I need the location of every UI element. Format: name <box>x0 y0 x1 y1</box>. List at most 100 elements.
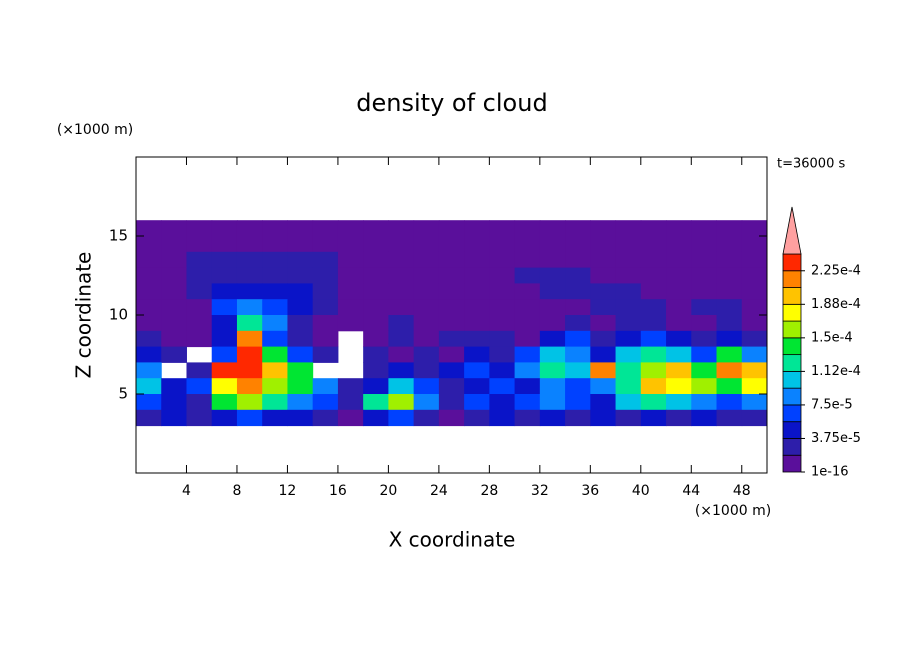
contour-cell <box>262 394 288 411</box>
contour-cell <box>236 346 263 363</box>
contour-cell <box>590 362 617 379</box>
contour-cell <box>287 362 314 379</box>
x-tick-label: 16 <box>329 483 347 499</box>
contour-cell <box>186 220 213 237</box>
contour-cell <box>691 236 718 253</box>
contour-cell <box>161 409 187 427</box>
contour-cell <box>136 299 162 316</box>
contour-cell <box>615 330 642 348</box>
contour-cell <box>388 362 415 379</box>
contour-cell <box>337 251 364 269</box>
contour-cell <box>565 283 591 300</box>
contour-cell <box>590 315 617 332</box>
contour-cell <box>691 267 718 284</box>
contour-cell <box>514 267 541 284</box>
contour-cell <box>691 251 718 269</box>
contour-cell <box>388 409 415 427</box>
contour-cell <box>438 267 465 284</box>
contour-cell <box>489 236 516 253</box>
contour-cell <box>691 220 718 237</box>
contour-cell <box>211 346 238 363</box>
contour-cell <box>691 409 718 427</box>
contour-cell <box>565 251 591 269</box>
contour-cell <box>438 236 465 253</box>
contour-cell <box>464 346 490 363</box>
contour-cell <box>691 299 718 316</box>
colorbar-box <box>782 287 802 305</box>
contour-cell <box>691 346 718 363</box>
contour-cell <box>615 236 642 253</box>
contour-cell <box>539 362 566 379</box>
contour-cell <box>312 220 339 237</box>
contour-cell <box>136 409 162 427</box>
y-tick-label: 15 <box>109 227 128 245</box>
contour-cell <box>489 378 516 395</box>
x-tick-label: 36 <box>581 483 599 499</box>
contour-cell <box>388 346 415 363</box>
contour-cell <box>691 330 718 348</box>
contour-cell <box>287 236 314 253</box>
colorbar-box <box>782 253 802 272</box>
contour-cell <box>539 378 566 395</box>
y-tick-label: 5 <box>118 385 128 403</box>
contour-cell <box>539 267 566 284</box>
contour-cell <box>337 236 364 253</box>
contour-cell <box>136 315 162 332</box>
contour-cell <box>666 330 692 348</box>
x-tick-label: 20 <box>379 483 397 499</box>
contour-cell <box>464 330 490 348</box>
contour-cell <box>565 299 591 316</box>
contour-cell <box>262 220 288 237</box>
contour-cell <box>640 283 667 300</box>
contour-cell <box>363 299 389 316</box>
contour-cell <box>337 283 364 300</box>
contour-cell <box>211 251 238 269</box>
contour-cell <box>539 236 566 253</box>
colorbar-box <box>782 303 802 322</box>
contour-cell <box>565 378 591 395</box>
contour-cell <box>640 299 667 316</box>
contour-cell <box>136 267 162 284</box>
contour-cell <box>388 330 415 348</box>
contour-cell <box>539 220 566 237</box>
contour-cell <box>716 220 743 237</box>
contour-cell <box>615 346 642 363</box>
contour-cell <box>388 378 415 395</box>
contour-cell <box>539 299 566 316</box>
contour-cell <box>741 283 768 300</box>
contour-cell <box>312 394 339 411</box>
contour-cell <box>716 267 743 284</box>
contour-cell <box>464 394 490 411</box>
x-tick-label: 40 <box>632 483 650 499</box>
contour-cell <box>262 378 288 395</box>
contour-cell <box>514 409 541 427</box>
contour-cell <box>741 236 768 253</box>
contour-cell <box>438 362 465 379</box>
contour-cell <box>565 315 591 332</box>
contour-cell <box>741 362 768 379</box>
contour-cell <box>666 251 692 269</box>
contour-cell <box>363 346 389 363</box>
contour-cell <box>514 251 541 269</box>
contour-cell <box>590 283 617 300</box>
contour-cell <box>413 394 440 411</box>
contour-cell <box>615 409 642 427</box>
contour-cell <box>312 236 339 253</box>
contour-cell <box>640 409 667 427</box>
contour-cell <box>741 220 768 237</box>
contour-cell <box>539 346 566 363</box>
chart-title: density of cloud <box>356 89 547 117</box>
contour-cell <box>363 315 389 332</box>
contour-cell <box>666 378 692 395</box>
contour-cell <box>464 315 490 332</box>
contour-cell <box>388 236 415 253</box>
contour-cell <box>741 409 768 427</box>
contour-cell <box>161 283 187 300</box>
contour-cell <box>413 362 440 379</box>
contour-cell <box>464 283 490 300</box>
contour-cell <box>438 315 465 332</box>
contour-cell <box>413 378 440 395</box>
y-unit: (×1000 m) <box>57 122 133 138</box>
colorbar-box <box>782 270 802 288</box>
contour-cell <box>666 315 692 332</box>
